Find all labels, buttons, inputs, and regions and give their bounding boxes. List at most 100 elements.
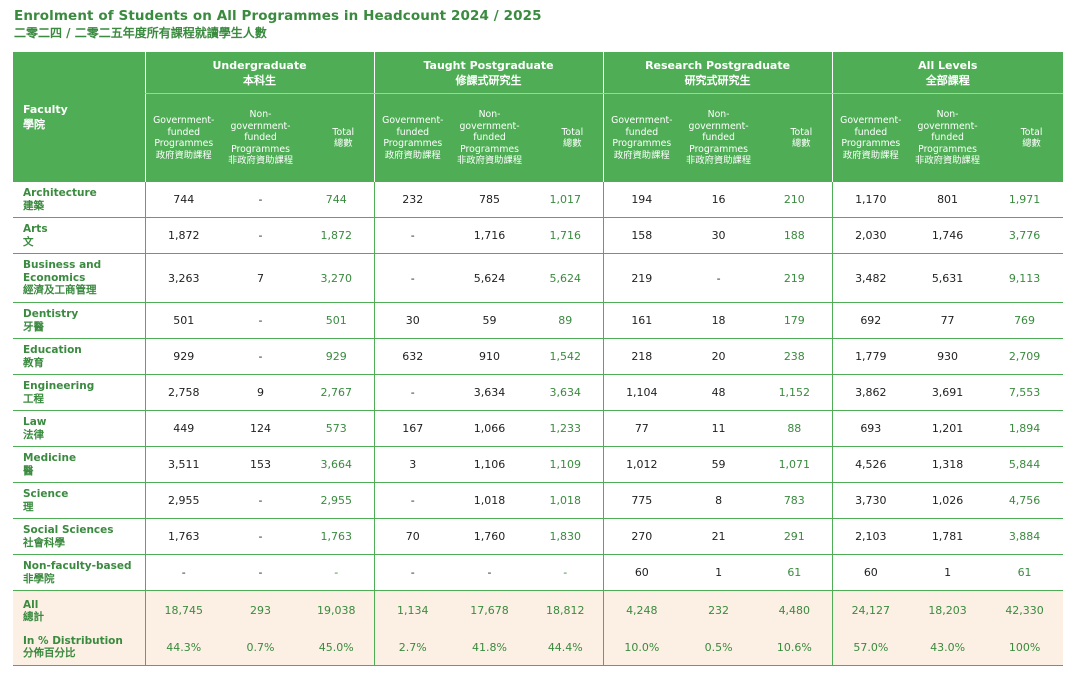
value-cell: 801	[909, 182, 987, 218]
page-title: Enrolment of Students on All Programmes …	[14, 8, 542, 24]
value-cell: 9,113	[986, 253, 1064, 303]
value-cell: 501	[299, 302, 375, 339]
value-cell: 59	[680, 446, 758, 483]
subheader-row: Government-funded Programmes 政府資助課程 Non-go…	[13, 93, 1064, 182]
value-cell: 219	[602, 253, 681, 303]
value-cell: 1,026	[909, 482, 987, 519]
faculty-cell: Law 法律	[13, 410, 145, 447]
value-cell: 9	[222, 374, 299, 411]
table-row: Law 法律 449 124 573 167 1,066 1,233 77 11 88 693 1,20…	[13, 410, 1064, 447]
faculty-cell: Education 教育	[13, 338, 145, 375]
value-cell: 744	[144, 182, 222, 218]
value-cell: 501	[144, 302, 222, 339]
faculty-name-zh: 建築	[23, 199, 44, 212]
value-cell: 61	[757, 554, 833, 591]
subheader-undergraduate-gov: Government-funded Programmes 政府資助課程	[144, 93, 222, 182]
value-cell: 930	[909, 338, 987, 375]
value-cell: 2,103	[831, 518, 910, 555]
value-cell: -	[222, 302, 299, 339]
value-cell: 3,730	[831, 482, 910, 519]
table-row: In % Distribution 分佈百分比 44.3% 0.7% 45.0% 2.7%…	[13, 629, 1064, 666]
value-cell: 1	[680, 554, 758, 591]
value-cell: 1,152	[757, 374, 833, 411]
subheader-label-zh: 非政府資助課程	[227, 155, 294, 167]
faculty-cell: Non-faculty-based 非學院	[13, 554, 145, 591]
value-cell: 24,127	[831, 590, 910, 629]
faculty-name-en: Engineering	[23, 380, 95, 392]
value-cell: 89	[528, 302, 604, 339]
group-header-all-levels: All Levels 全部課程	[831, 52, 1064, 94]
faculty-name-zh: 法律	[23, 428, 44, 441]
value-cell: 449	[144, 410, 222, 447]
subheader-label-en: Non-government-funded Programmes	[688, 109, 749, 155]
subheader-label-zh: 政府資助課程	[384, 149, 441, 161]
value-cell: -	[680, 253, 758, 303]
value-cell: 4,480	[757, 590, 833, 629]
value-cell: 41.8%	[451, 629, 529, 666]
value-cell: 2,758	[144, 374, 222, 411]
value-cell: 3,691	[909, 374, 987, 411]
faculty-name-en: Dentistry	[23, 308, 79, 320]
value-cell: 30	[680, 217, 758, 254]
subheader-label-zh: 總數	[1022, 138, 1041, 149]
value-cell: 167	[373, 410, 452, 447]
value-cell: 60	[831, 554, 910, 591]
table-row: Science 理 2,955-2,955-1,018 1,018 775 8 783 3,7…	[13, 482, 1064, 519]
value-cell: 693	[831, 410, 910, 447]
faculty-name-zh: 醫	[23, 464, 34, 477]
value-cell: 1,872	[144, 217, 222, 254]
value-cell: 270	[602, 518, 681, 555]
value-cell: 1,716	[451, 217, 529, 254]
subheader-undergraduate-nongov: Non-government-funded Programmes 非政府資助課程	[222, 93, 299, 182]
value-cell: 1,017	[528, 182, 604, 218]
group-header-taught-postgraduate: Taught Postgraduate 修課式研究生	[373, 52, 604, 94]
group-header-research-postgraduate: Research Postgraduate 研究式研究生	[602, 52, 833, 94]
subheader-label-zh: 非政府資助課程	[686, 155, 752, 167]
group-label-en: All Levels	[918, 58, 978, 72]
value-cell: 692	[831, 302, 910, 339]
value-cell: -	[451, 554, 529, 591]
value-cell: 3,270	[299, 253, 375, 303]
value-cell: 194	[602, 182, 681, 218]
group-label-zh: 本科生	[243, 73, 277, 87]
faculty-name-en: All	[23, 598, 39, 611]
faculty-cell: Engineering 工程	[13, 374, 145, 411]
faculty-name-en: Social Sciences	[23, 524, 114, 536]
group-label-zh: 研究式研究生	[684, 73, 751, 87]
value-cell: 5,844	[986, 446, 1064, 483]
value-cell: 3	[373, 446, 452, 483]
group-label-zh: 全部課程	[925, 73, 970, 87]
subheader-label-en: Non-government-funded Programmes	[917, 109, 978, 155]
value-cell: 232	[373, 182, 452, 218]
value-cell: 4,756	[986, 482, 1064, 519]
value-cell: 17,678	[451, 590, 529, 629]
value-cell: 44.4%	[528, 629, 604, 666]
value-cell: 1,106	[451, 446, 529, 483]
value-cell: 1,830	[528, 518, 604, 555]
faculty-cell: Business and Economics 經濟及工商管理	[13, 253, 145, 303]
value-cell: 60	[602, 554, 681, 591]
faculty-name-en: Business and Economics	[23, 259, 102, 284]
value-cell: 3,634	[528, 374, 604, 411]
value-cell: 1,018	[451, 482, 529, 519]
value-cell: 4,248	[602, 590, 681, 629]
faculty-name-zh: 文	[23, 235, 34, 248]
value-cell: -	[222, 554, 299, 591]
faculty-name-en: Education	[23, 344, 82, 356]
value-cell: 30	[373, 302, 452, 339]
value-cell: 3,482	[831, 253, 910, 303]
table-row: Arts 文 1,872-1,872-1,716 1,716 158 30 188 2,030…	[13, 217, 1064, 254]
value-cell: 5,624	[528, 253, 604, 303]
faculty-name-zh: 分佈百分比	[23, 647, 76, 659]
value-cell: 744	[299, 182, 375, 218]
value-cell: 785	[451, 182, 529, 218]
faculty-name-zh: 非學院	[23, 572, 55, 585]
value-cell: 77	[602, 410, 681, 447]
value-cell: 124	[222, 410, 299, 447]
faculty-name-zh: 總計	[23, 611, 44, 623]
value-cell: 7,553	[986, 374, 1064, 411]
subheader-research-postgraduate-total: Total 總數	[757, 93, 833, 182]
value-cell: 18,745	[144, 590, 222, 629]
value-cell: 775	[602, 482, 681, 519]
value-cell: 2.7%	[373, 629, 452, 666]
